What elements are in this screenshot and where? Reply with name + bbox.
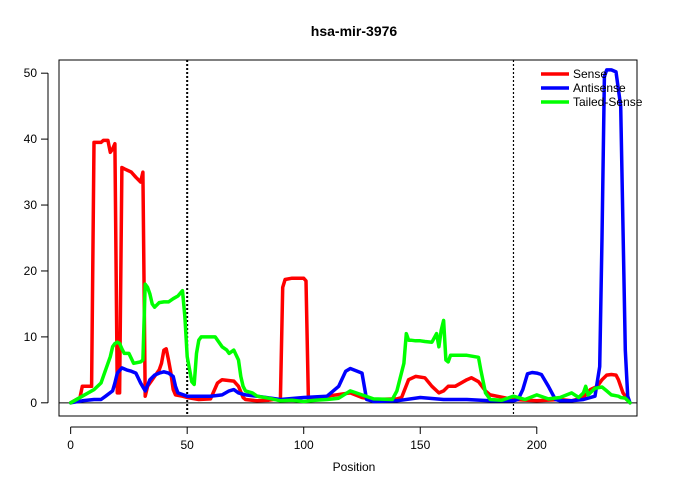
x-tick-label: 0	[67, 438, 74, 452]
chart-title: hsa-mir-3976	[311, 23, 398, 39]
series-line-tailed-sense	[68, 282, 632, 405]
x-tick-label: 150	[410, 438, 430, 452]
y-tick-label: 0	[30, 396, 37, 410]
y-tick-label: 40	[24, 132, 38, 146]
plot-frame	[58, 59, 638, 417]
legend-label: Antisense	[573, 81, 626, 95]
y-tick-label: 50	[24, 66, 38, 80]
y-tick-label: 30	[24, 198, 38, 212]
y-tick-label: 10	[24, 330, 38, 344]
legend-label: Sense	[573, 67, 607, 81]
y-axis: 0 10 20 30 40 50	[24, 66, 49, 410]
y-tick-label: 20	[24, 264, 38, 278]
x-tick-label: 200	[527, 438, 547, 452]
series-line-antisense	[68, 68, 632, 405]
x-axis-label: Position	[333, 460, 376, 474]
series-lines	[68, 68, 632, 405]
series-line-sense	[68, 138, 632, 405]
x-tick-label: 50	[181, 438, 195, 452]
x-tick-label: 100	[294, 438, 314, 452]
x-axis: 0 50 100 150 200	[67, 426, 547, 452]
legend-label: Tailed-Sense	[573, 95, 643, 109]
